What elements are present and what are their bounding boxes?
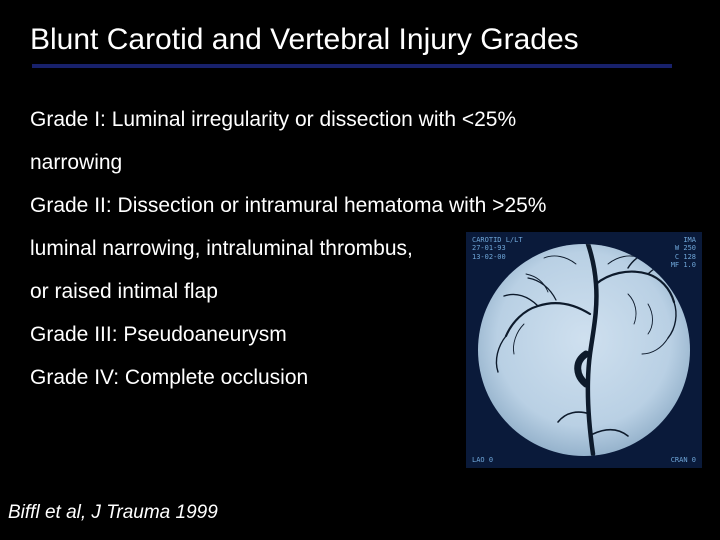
grade-1-line-1: Grade I: Luminal irregularity or dissect… [30,98,680,141]
slide: Blunt Carotid and Vertebral Injury Grade… [0,0,720,540]
angiogram-overlay-bottom-right: CRAN 0 [671,456,696,464]
grade-2-line-1: Grade II: Dissection or intramural hemat… [30,184,680,227]
angiogram-field [478,244,690,456]
citation: Biffl et al, J Trauma 1999 [8,502,218,524]
angiogram-image: CAROTID L/LT 27-01-93 13-02-00 IMA W 250… [466,232,702,468]
title-underline [32,64,672,68]
slide-title: Blunt Carotid and Vertebral Injury Grade… [30,22,690,58]
angiogram-overlay-bottom-left: LAO 0 [472,456,493,464]
grade-1-line-2: narrowing [30,141,680,184]
vessel-tree-icon [478,244,690,456]
